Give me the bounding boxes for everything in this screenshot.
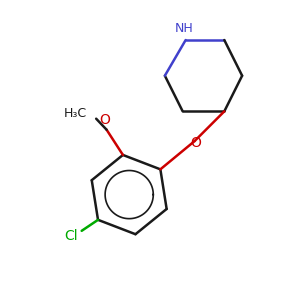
Text: O: O (190, 136, 202, 150)
Text: H₃C: H₃C (64, 107, 87, 120)
Text: O: O (100, 113, 110, 127)
Text: NH: NH (175, 22, 194, 35)
Text: Cl: Cl (64, 229, 78, 243)
